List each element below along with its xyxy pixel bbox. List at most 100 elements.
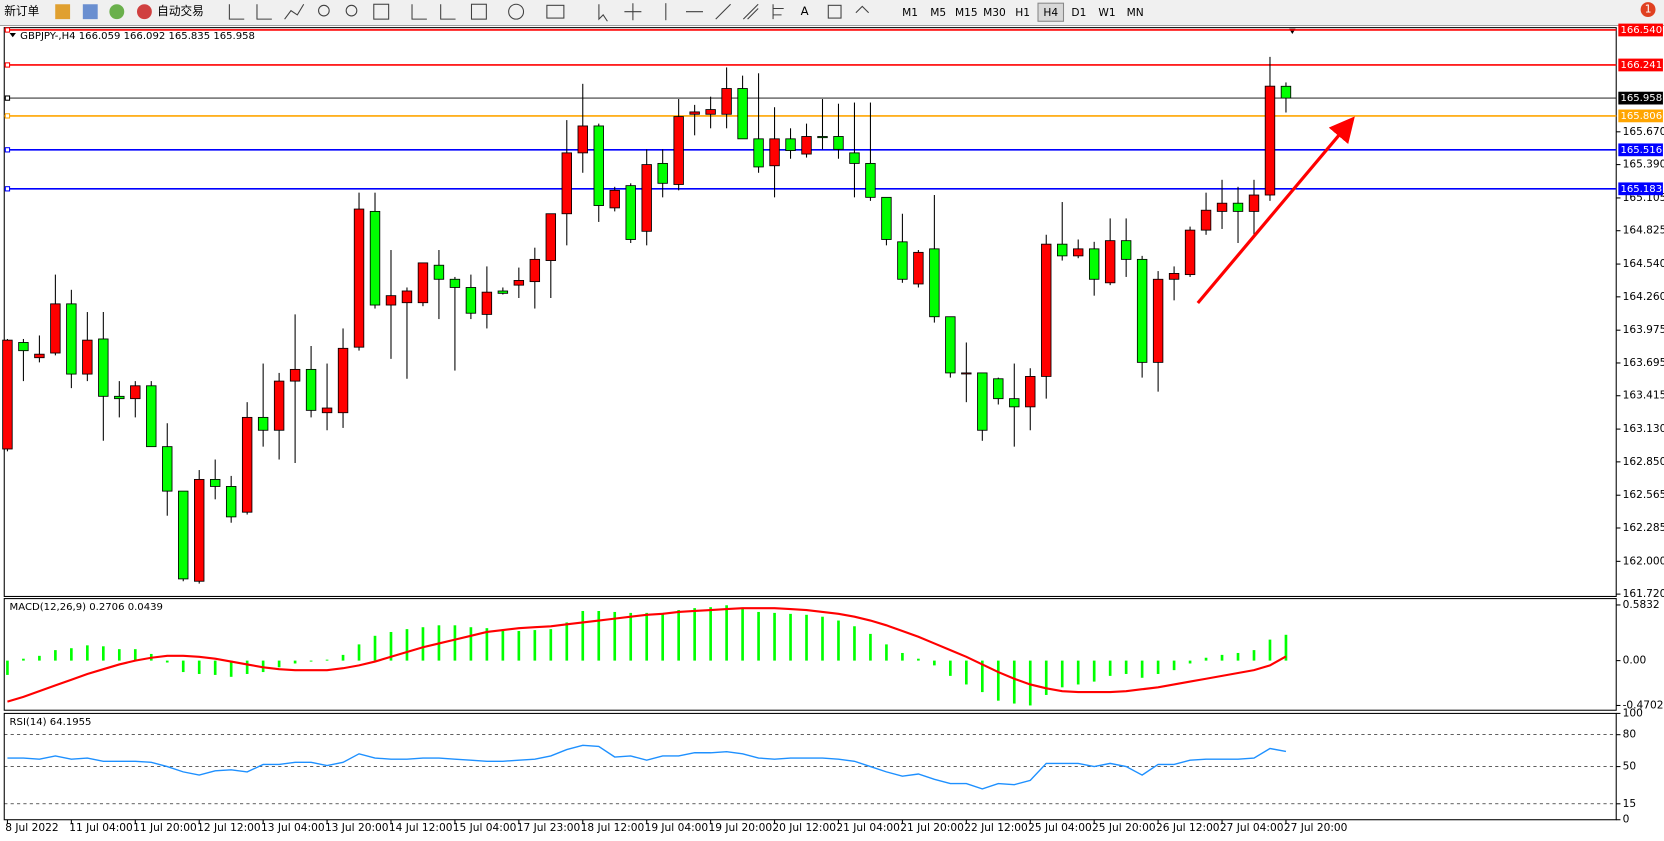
timeframe-button[interactable]: MN: [1127, 6, 1144, 19]
candle-body: [897, 241, 908, 280]
macd-bar: [645, 612, 649, 661]
macd-bar: [70, 648, 73, 661]
candle-body: [721, 88, 732, 115]
candle-body: [241, 416, 253, 513]
text-tool[interactable]: A: [801, 4, 809, 18]
icon[interactable]: [109, 4, 125, 20]
icon[interactable]: [256, 4, 272, 20]
macd-bar: [1012, 660, 1016, 704]
y-tick-label: 162.565: [1623, 488, 1664, 501]
crosshair[interactable]: [624, 3, 642, 21]
rsi-line: [7, 744, 1287, 790]
candle-body: [865, 162, 876, 198]
icon[interactable]: [508, 3, 525, 20]
icon[interactable]: [82, 4, 98, 20]
price-label-box: [1618, 109, 1663, 123]
macd-bar: [1252, 650, 1256, 661]
new-order-button[interactable]: 新订单: [4, 4, 39, 18]
icon[interactable]: [228, 4, 245, 20]
timeframe-button[interactable]: H1: [1015, 6, 1030, 19]
price-label-box: [1618, 58, 1663, 72]
macd-bar: [485, 628, 489, 661]
channel-tool[interactable]: [742, 3, 759, 20]
candle-body: [1009, 398, 1020, 408]
icon[interactable]: [411, 4, 427, 20]
icon[interactable]: [470, 3, 487, 20]
candle-body: [449, 278, 461, 288]
candle-body: [849, 152, 860, 164]
arrows-tool[interactable]: [855, 5, 870, 14]
icon[interactable]: [284, 3, 305, 20]
timeframe-button[interactable]: M15: [955, 6, 978, 19]
macd-bar: [805, 614, 808, 661]
macd-bar: [533, 630, 537, 661]
icon[interactable]: [546, 4, 565, 19]
zoom-in[interactable]: [318, 4, 330, 17]
timeframe-button[interactable]: W1: [1098, 6, 1115, 19]
timeframe-button[interactable]: D1: [1071, 6, 1086, 19]
trend-tool[interactable]: [715, 3, 731, 20]
x-tick-label: 27 Jul 04:00: [1220, 821, 1284, 834]
panel-title: RSI(14) 64.1955: [10, 717, 92, 728]
macd-bar: [117, 649, 121, 661]
candle-body: [321, 407, 333, 414]
macd-bar: [54, 650, 57, 661]
timeframe-button[interactable]: M5: [930, 6, 946, 19]
candle-body: [1088, 248, 1100, 280]
fibo-tool[interactable]: [772, 4, 784, 20]
candle-body: [289, 368, 301, 382]
candle-body: [353, 208, 365, 348]
y-tick-label: -0.4702: [1623, 698, 1664, 711]
candle-body: [162, 446, 173, 492]
x-tick-label: 8 Jul 2022: [5, 821, 58, 834]
candle-body: [385, 295, 397, 306]
y-tick-label: 50: [1623, 760, 1637, 773]
timeframe-button[interactable]: M1: [902, 6, 918, 19]
macd-bar: [693, 608, 696, 661]
icon[interactable]: [55, 4, 71, 20]
price-line-handle: [4, 62, 11, 68]
candle-body: [146, 385, 157, 448]
candle-body: [545, 213, 557, 261]
label-tool[interactable]: [827, 4, 842, 19]
auto-trading-icon[interactable]: [136, 4, 152, 20]
y-tick-label: 0: [1623, 813, 1630, 826]
cursor[interactable]: [598, 4, 608, 22]
macd-bar: [917, 658, 920, 661]
x-tick-label: 13 Jul 20:00: [325, 821, 389, 834]
candle-body: [66, 303, 77, 375]
x-tick-label: 22 Jul 12:00: [964, 821, 1028, 834]
timeframe-button[interactable]: H4: [1043, 6, 1058, 19]
auto-trading-button[interactable]: 自动交易: [157, 4, 204, 18]
macd-bar: [357, 644, 361, 661]
zoom-out[interactable]: [345, 4, 358, 17]
icon[interactable]: [373, 3, 390, 20]
x-tick-label: 19 Jul 20:00: [709, 821, 773, 834]
macd-panel: [3, 598, 1617, 711]
macd-bar: [229, 660, 233, 677]
candle-body: [1232, 202, 1244, 212]
macd-bar: [469, 627, 473, 661]
macd-bar: [389, 631, 393, 661]
notification-count: 1: [1645, 3, 1652, 16]
x-tick-label: 26 Jul 12:00: [1156, 821, 1220, 834]
trend-arrow: [1196, 116, 1355, 305]
price-label-box: [1618, 23, 1663, 37]
candle-body: [433, 264, 445, 280]
macd-bar: [22, 658, 25, 661]
candle-body: [945, 316, 956, 374]
candle-body: [993, 378, 1004, 400]
x-tick-label: 25 Jul 20:00: [1092, 821, 1156, 834]
candle-body: [1248, 194, 1260, 212]
x-tick-label: 12 Jul 12:00: [197, 821, 261, 834]
timeframe-button[interactable]: M30: [983, 6, 1006, 19]
macd-bar: [453, 625, 457, 661]
macd-bar: [6, 660, 9, 675]
notification-badge[interactable]: [1640, 2, 1656, 18]
icon[interactable]: [440, 4, 456, 20]
candle-body: [833, 136, 844, 150]
candle-body: [1280, 85, 1292, 99]
y-tick-label: 165.670: [1623, 125, 1664, 138]
macd-bar: [245, 660, 249, 674]
macd-bar: [901, 652, 904, 661]
